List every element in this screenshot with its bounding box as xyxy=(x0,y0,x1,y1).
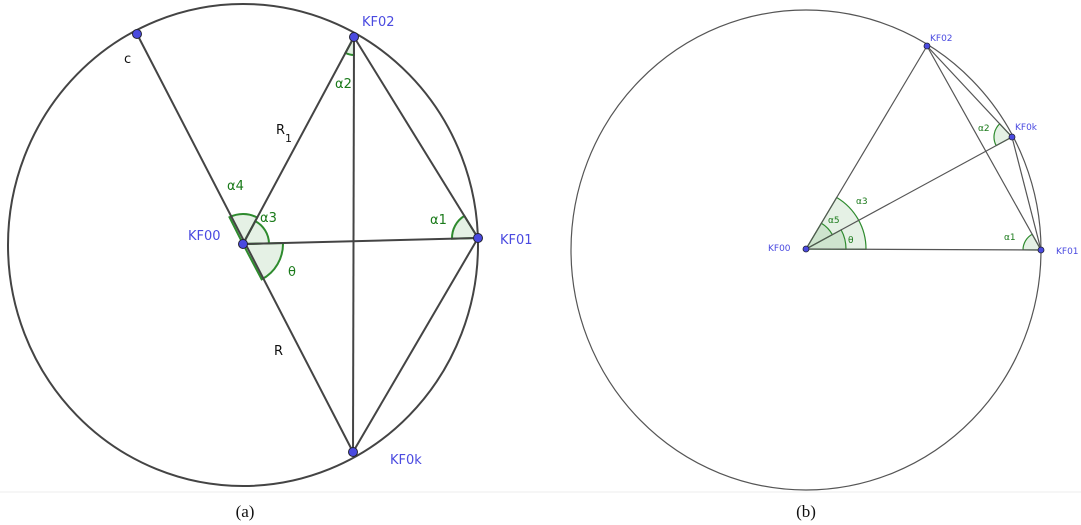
angle-mark xyxy=(241,241,284,281)
point-label: KF00 xyxy=(188,229,221,244)
angle-label: θ xyxy=(848,236,854,246)
point-label: KF02 xyxy=(362,15,395,30)
angle-mark xyxy=(1022,233,1043,251)
point xyxy=(348,447,358,457)
point-label: KF0k xyxy=(390,453,422,468)
angle-label: α5 xyxy=(828,216,840,226)
caption: (a) xyxy=(236,502,255,521)
point xyxy=(132,29,142,39)
segment-label: c xyxy=(124,52,131,67)
edge xyxy=(352,237,479,453)
subscript: 1 xyxy=(285,132,292,145)
angle-label: α2 xyxy=(978,124,990,134)
segment-label: R1 xyxy=(276,123,292,145)
edge xyxy=(805,45,928,250)
point xyxy=(238,239,248,249)
edge xyxy=(352,36,355,453)
angle-label: α2 xyxy=(335,77,352,92)
edge xyxy=(805,136,1013,250)
edge xyxy=(805,248,1042,251)
angle-mark xyxy=(804,196,867,250)
point-label: KF0k xyxy=(1015,123,1038,133)
edge xyxy=(926,45,1042,251)
point xyxy=(1037,246,1045,254)
angle-label: θ xyxy=(288,265,296,280)
point-label: KF01 xyxy=(1056,247,1079,257)
angle-label: α1 xyxy=(430,213,447,228)
point-label: KF00 xyxy=(768,244,791,254)
point xyxy=(923,42,931,50)
point xyxy=(1008,133,1016,141)
point-label: KF02 xyxy=(930,34,953,44)
angle-label: α3 xyxy=(856,197,868,207)
angle-label: α1 xyxy=(1004,233,1016,243)
angle-label: α4 xyxy=(227,179,244,194)
segment-label: R xyxy=(276,123,285,138)
panel-a xyxy=(7,3,483,487)
edge xyxy=(242,237,479,245)
panel-b xyxy=(570,9,1045,491)
angle-label: α3 xyxy=(260,211,277,226)
point xyxy=(802,245,810,253)
edge xyxy=(926,45,1013,138)
point-label: KF01 xyxy=(500,233,533,248)
edge xyxy=(1011,136,1042,251)
circle xyxy=(7,3,479,487)
point xyxy=(349,32,359,42)
edge xyxy=(353,36,479,239)
point xyxy=(473,233,483,243)
segment-label: R xyxy=(274,344,283,359)
edge xyxy=(242,36,355,245)
caption: (b) xyxy=(796,502,816,521)
